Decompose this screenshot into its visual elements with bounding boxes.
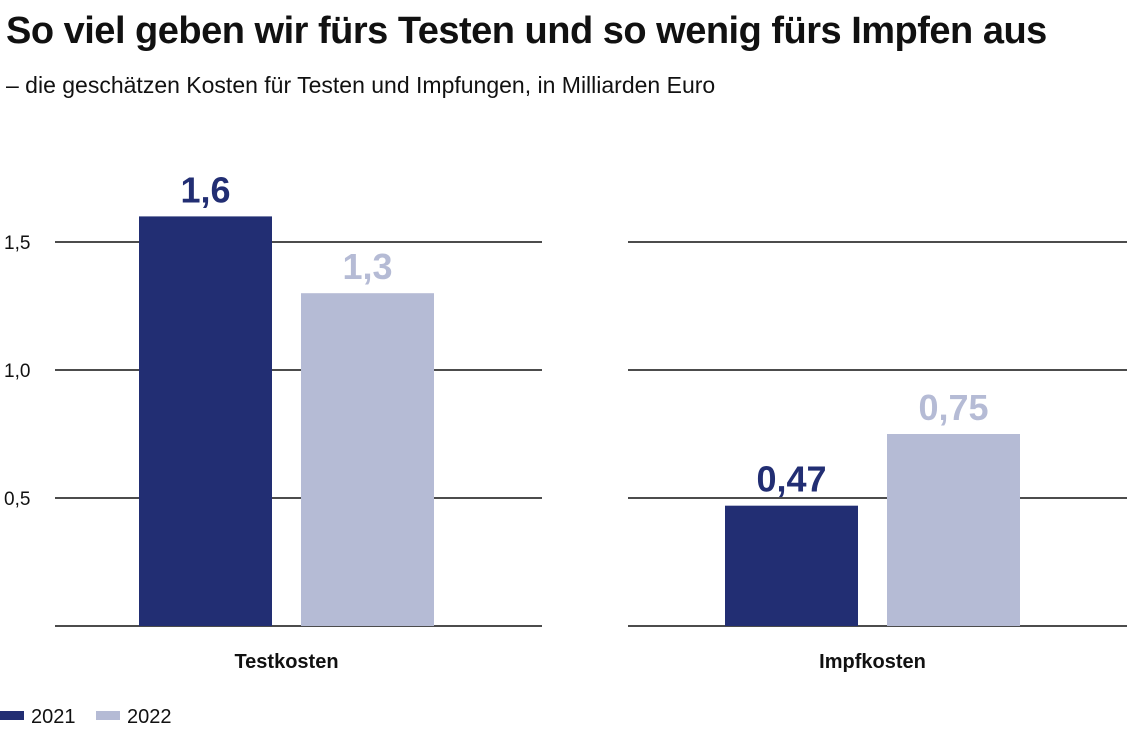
bar-2022-testkosten: [301, 293, 434, 626]
legend-swatch-2021: [0, 711, 24, 720]
bar-2021-testkosten: [139, 216, 272, 626]
grid-lines: [55, 241, 1127, 627]
bar-2022-impfkosten: [887, 434, 1020, 626]
data-label: 1,6: [180, 169, 230, 210]
y-tick-label: 1,0: [4, 361, 30, 382]
data-label: 0,75: [918, 387, 988, 428]
data-labels: 1,6 0,47 1,3 0,75: [180, 169, 988, 499]
bar-2021-impfkosten: [725, 505, 858, 626]
category-labels: Testkosten Impfkosten: [234, 651, 925, 673]
y-tick-label: 0,5: [4, 489, 30, 510]
category-label: Impfkosten: [819, 651, 926, 673]
data-label: 0,47: [756, 459, 826, 500]
y-axis-ticks: 0,5 1,0 1,5: [4, 233, 30, 510]
legend-label-2022: 2022: [127, 706, 172, 728]
chart-title: So viel geben wir fürs Testen und so wen…: [6, 10, 1047, 52]
category-label: Testkosten: [234, 651, 338, 673]
y-tick-label: 1,5: [4, 233, 30, 254]
chart-subtitle: – die geschätzen Kosten für Testen und I…: [6, 72, 716, 98]
legend-swatch-2022: [96, 711, 120, 720]
bars: [139, 216, 1020, 626]
legend-label-2021: 2021: [31, 706, 76, 728]
legend: 2021 2022: [0, 706, 172, 728]
data-label: 1,3: [342, 246, 392, 287]
